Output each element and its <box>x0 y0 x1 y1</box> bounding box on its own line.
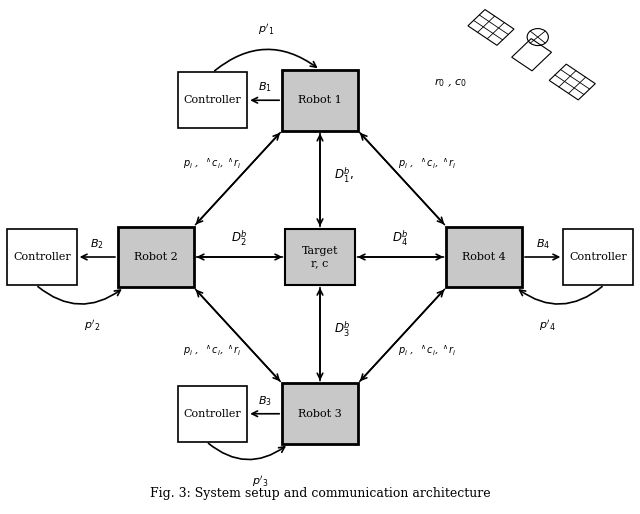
Bar <box>282 383 358 444</box>
Text: $B_4$: $B_4$ <box>536 237 550 251</box>
Text: Controller: Controller <box>569 252 627 262</box>
Text: Robot 2: Robot 2 <box>134 252 178 262</box>
Text: $D^b_1,$: $D^b_1,$ <box>334 165 354 185</box>
Text: $p_i$ ,  $^\wedge c_i$, $^\wedge r_i$: $p_i$ , $^\wedge c_i$, $^\wedge r_i$ <box>183 156 242 171</box>
Text: Fig. 3: System setup and communication architecture: Fig. 3: System setup and communication a… <box>150 487 490 500</box>
Text: $p_i$ ,  $^\wedge c_i$, $^\wedge r_i$: $p_i$ , $^\wedge c_i$, $^\wedge r_i$ <box>183 343 242 358</box>
Text: $B_3$: $B_3$ <box>258 394 271 408</box>
Text: Robot 1: Robot 1 <box>298 95 342 105</box>
Polygon shape <box>512 39 552 71</box>
Bar <box>446 227 522 287</box>
Text: $p'_1$: $p'_1$ <box>258 22 275 37</box>
Text: $D^b_2$: $D^b_2$ <box>231 229 248 248</box>
Text: Controller: Controller <box>184 95 241 105</box>
Text: $B_1$: $B_1$ <box>258 80 271 94</box>
Bar <box>7 229 77 285</box>
Text: $r_0$ , $c_0$: $r_0$ , $c_0$ <box>434 76 467 89</box>
Text: $B_2$: $B_2$ <box>90 237 104 251</box>
Bar <box>118 227 194 287</box>
Text: Target
r, c: Target r, c <box>301 246 339 268</box>
Text: $D^b_3$: $D^b_3$ <box>334 319 351 339</box>
Text: $p_i$ ,  $^\wedge c_i$, $^\wedge r_i$: $p_i$ , $^\wedge c_i$, $^\wedge r_i$ <box>398 343 457 358</box>
Bar <box>285 229 355 285</box>
Text: $p_i$ ,  $^\wedge c_i$, $^\wedge r_i$: $p_i$ , $^\wedge c_i$, $^\wedge r_i$ <box>398 156 457 171</box>
Text: $p'_4$: $p'_4$ <box>539 318 556 333</box>
Text: Robot 3: Robot 3 <box>298 409 342 419</box>
Text: Robot 4: Robot 4 <box>462 252 506 262</box>
Bar <box>282 70 358 131</box>
Text: Controller: Controller <box>184 409 241 419</box>
Text: Controller: Controller <box>13 252 71 262</box>
Bar <box>178 72 247 128</box>
Polygon shape <box>549 64 595 100</box>
Polygon shape <box>468 10 514 45</box>
Text: $p'_2$: $p'_2$ <box>84 318 100 333</box>
Bar <box>178 386 247 442</box>
Bar <box>563 229 633 285</box>
Text: $p'_3$: $p'_3$ <box>252 474 268 489</box>
Text: $D^b_4$: $D^b_4$ <box>392 229 409 248</box>
